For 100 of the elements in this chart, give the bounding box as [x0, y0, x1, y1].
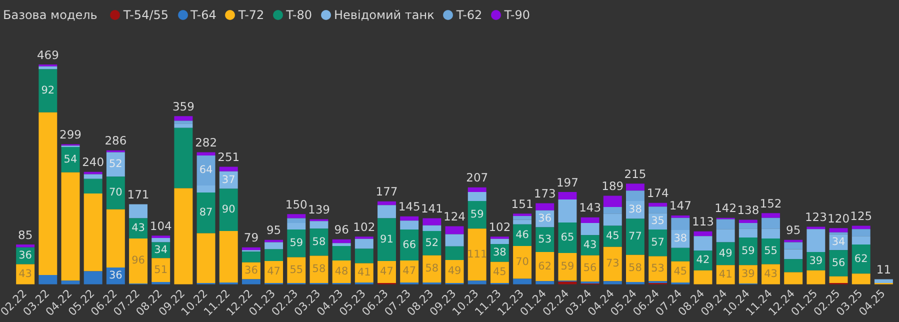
data-label: 53: [651, 262, 664, 274]
data-label: 59: [290, 237, 304, 250]
total-label: 299: [60, 127, 82, 142]
data-label: 90: [222, 204, 236, 216]
total-label: 139: [308, 202, 330, 216]
bar: [61, 172, 80, 281]
data-label: 77: [628, 230, 642, 243]
bar: [129, 238, 148, 284]
bar: [603, 246, 622, 282]
data-label: 58: [425, 262, 439, 275]
data-label: 38: [674, 232, 688, 245]
data-label: 91: [380, 233, 394, 246]
bar: [174, 124, 193, 128]
total-label: 124: [444, 210, 466, 224]
bar: [400, 220, 419, 230]
data-label: 42: [696, 254, 710, 266]
total-label: 177: [376, 184, 398, 199]
data-label: 59: [560, 260, 574, 273]
bar: [196, 155, 216, 186]
data-label: 36: [18, 250, 32, 262]
bar: [603, 281, 622, 284]
data-label: 73: [606, 258, 620, 270]
bar: [852, 229, 870, 236]
bar: [445, 246, 464, 260]
bar: [671, 215, 690, 218]
bar: [422, 230, 442, 256]
bar: [784, 249, 803, 260]
bar: [784, 272, 803, 284]
bar: [332, 239, 351, 244]
bar: [219, 166, 238, 172]
bar: [310, 221, 328, 229]
legend-label: T-72: [238, 8, 264, 22]
bar: [738, 220, 758, 223]
bar: [106, 209, 125, 268]
data-label: 41: [357, 266, 371, 279]
bar: [490, 238, 509, 244]
bar: [762, 228, 780, 238]
data-label: 59: [741, 245, 755, 258]
bar: [762, 218, 780, 229]
bar: [400, 230, 419, 260]
data-label: 34: [832, 236, 846, 248]
total-label: 79: [244, 230, 259, 245]
bar: [287, 222, 306, 230]
legend-label: Невідомий танк: [334, 8, 434, 22]
data-label: 45: [674, 266, 688, 278]
bar: [422, 225, 442, 231]
total-label: 174: [646, 186, 669, 200]
bar: [806, 270, 826, 284]
bar: [626, 184, 644, 191]
bar: [784, 242, 803, 250]
total-label: 102: [353, 220, 376, 234]
bar: [84, 174, 102, 179]
bar: [694, 270, 712, 284]
total-label: 189: [602, 179, 624, 194]
bar: [129, 204, 148, 218]
total-label: 150: [285, 197, 308, 212]
data-label: 52: [108, 158, 122, 170]
bar: [354, 238, 374, 249]
bar: [536, 252, 554, 282]
bar: [174, 188, 193, 284]
bar: [378, 218, 396, 261]
bar: [16, 244, 35, 248]
bar: [84, 193, 102, 272]
total-label: 240: [82, 155, 104, 170]
bar: [196, 192, 216, 234]
bar: [603, 214, 622, 226]
data-label: 37: [222, 174, 236, 186]
data-label: 41: [718, 268, 732, 281]
bar: [558, 222, 577, 253]
bar: [513, 216, 532, 220]
data-label: 43: [18, 268, 32, 280]
bar: [874, 279, 893, 283]
bar: [310, 228, 328, 256]
bar: [287, 218, 306, 223]
bar: [445, 234, 464, 246]
bar: [264, 249, 284, 261]
bar: [196, 233, 216, 283]
data-label: 56: [583, 262, 598, 274]
bar: [784, 259, 803, 272]
data-label: 65: [560, 231, 574, 244]
bar: [378, 201, 396, 206]
total-label: 469: [36, 48, 59, 62]
legend-label: T-90: [504, 8, 530, 22]
bar: [806, 229, 826, 252]
data-label: 39: [809, 254, 823, 267]
total-label: 143: [579, 200, 602, 215]
bar: [558, 192, 577, 200]
bar: [354, 248, 374, 264]
data-label: 58: [312, 263, 326, 276]
bar: [174, 116, 193, 121]
bar: [603, 207, 622, 214]
bar: [738, 228, 758, 238]
bar: [242, 252, 260, 262]
data-label: 43: [583, 238, 597, 251]
bar: [558, 200, 577, 223]
bar: [287, 257, 306, 283]
bar: [852, 244, 870, 274]
total-label: 95: [266, 223, 282, 238]
total-label: 85: [18, 228, 33, 242]
bar: [694, 236, 712, 251]
